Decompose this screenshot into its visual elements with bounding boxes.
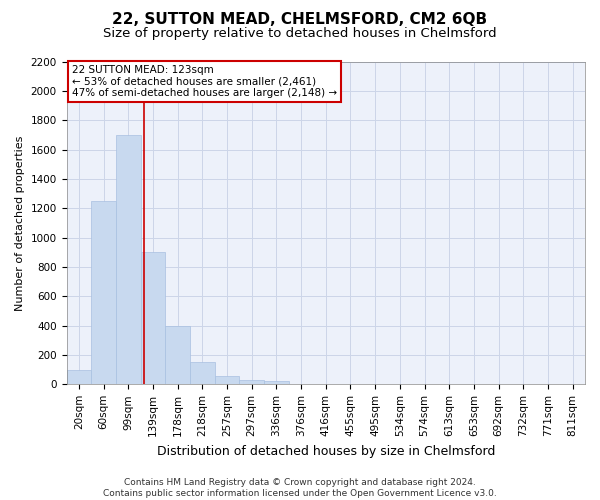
Y-axis label: Number of detached properties: Number of detached properties [15, 135, 25, 310]
Text: 22, SUTTON MEAD, CHELMSFORD, CM2 6QB: 22, SUTTON MEAD, CHELMSFORD, CM2 6QB [112, 12, 488, 28]
Bar [264, 382, 289, 384]
Text: Size of property relative to detached houses in Chelmsford: Size of property relative to detached ho… [103, 28, 497, 40]
Bar [67, 370, 91, 384]
Text: Contains HM Land Registry data © Crown copyright and database right 2024.
Contai: Contains HM Land Registry data © Crown c… [103, 478, 497, 498]
Bar [165, 326, 190, 384]
Bar [215, 376, 239, 384]
Bar [116, 135, 140, 384]
Text: 22 SUTTON MEAD: 123sqm
← 53% of detached houses are smaller (2,461)
47% of semi-: 22 SUTTON MEAD: 123sqm ← 53% of detached… [72, 64, 337, 98]
Bar [190, 362, 215, 384]
X-axis label: Distribution of detached houses by size in Chelmsford: Distribution of detached houses by size … [157, 444, 495, 458]
Bar [91, 201, 116, 384]
Bar [140, 252, 165, 384]
Bar [239, 380, 264, 384]
